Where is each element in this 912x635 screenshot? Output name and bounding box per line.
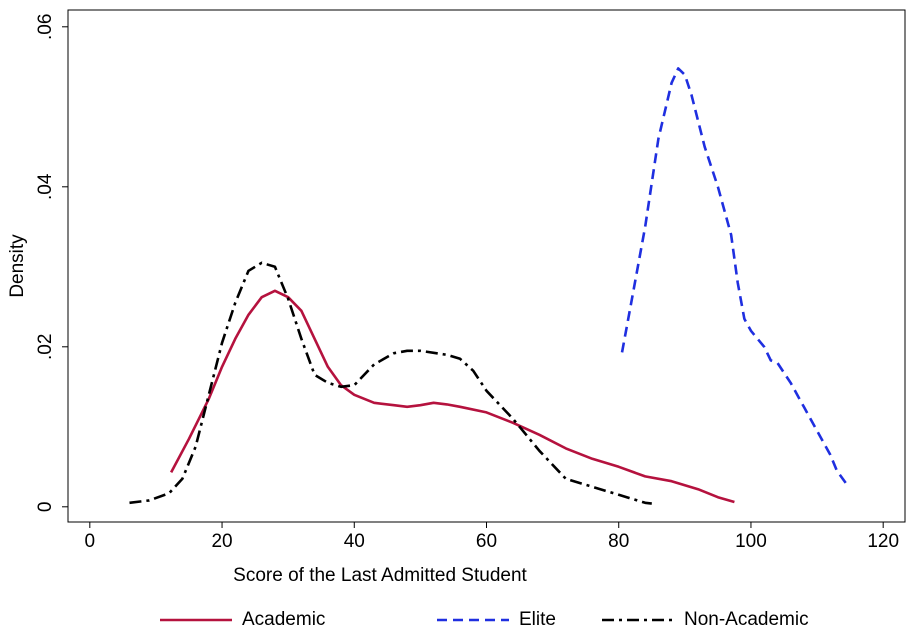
y-tick-label: .06 [35,14,56,40]
legend-label: Non-Academic [684,609,809,630]
y-tick-label: .02 [35,334,56,360]
x-tick-label: 60 [476,531,497,552]
legend-label: Academic [242,609,325,630]
plot-frame [67,9,906,523]
x-tick-label: 20 [211,531,232,552]
line-series [129,261,652,505]
x-tick-label: 0 [85,531,96,552]
y-axis-title: Density [7,234,28,298]
x-tick-label: 80 [608,531,629,552]
x-tick-label: 100 [735,531,767,552]
legend-label: Elite [519,609,556,630]
line-series [169,289,735,504]
y-tick-label: 0 [35,502,56,513]
x-axis-title: Score of the Last Admitted Student [233,565,527,586]
y-tick-label: .04 [35,173,56,200]
x-tick-label: 40 [344,531,365,552]
line-series [620,67,848,486]
x-tick-label: 120 [867,531,899,552]
